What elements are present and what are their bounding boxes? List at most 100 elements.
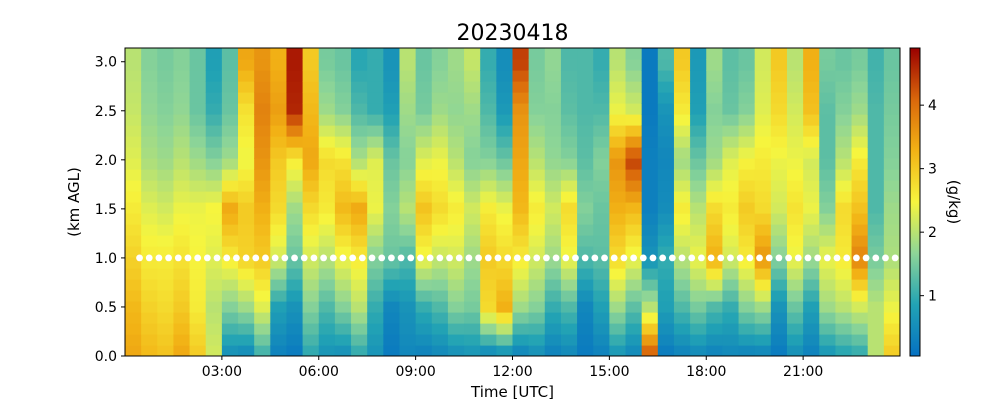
heatmap-cell xyxy=(125,301,142,313)
heatmap-cell xyxy=(254,125,271,137)
heatmap-cell xyxy=(173,59,191,71)
heatmap-cell xyxy=(238,290,255,302)
heatmap-cell xyxy=(270,246,288,258)
heatmap-cell xyxy=(302,345,320,356)
heatmap-cell xyxy=(770,59,788,71)
heatmap-cell xyxy=(334,191,352,203)
heatmap-cell xyxy=(706,213,723,225)
heatmap-cell xyxy=(141,257,158,269)
heatmap-cell xyxy=(770,81,788,93)
heatmap-cell xyxy=(883,224,900,236)
heatmap-cell xyxy=(722,125,740,137)
heatmap-cell xyxy=(367,169,384,181)
heatmap-cell xyxy=(221,114,239,126)
heatmap-cell xyxy=(238,158,255,170)
heatmap-cell xyxy=(722,301,740,313)
heatmap-cell xyxy=(512,213,530,225)
heatmap-cell xyxy=(447,59,465,71)
heatmap-cell xyxy=(867,334,885,346)
heatmap-cell xyxy=(431,323,449,335)
heatmap-cell xyxy=(302,279,320,291)
heatmap-cell xyxy=(221,345,239,356)
heatmap-cell xyxy=(690,301,707,313)
heatmap-cell xyxy=(641,191,659,203)
heatmap-cell xyxy=(786,323,804,335)
heatmap-cell xyxy=(496,180,514,192)
heatmap-cell xyxy=(286,334,304,346)
heatmap-cell xyxy=(351,114,368,126)
heatmap-cell xyxy=(593,235,610,247)
heatmap-cell xyxy=(464,136,481,148)
heatmap-cell xyxy=(706,81,723,93)
heatmap-cell xyxy=(738,136,756,148)
heatmap-cell xyxy=(609,81,627,93)
heatmap-cell xyxy=(351,59,368,71)
level-marker xyxy=(320,254,327,262)
heatmap-cell xyxy=(254,92,271,104)
heatmap-cell xyxy=(706,180,723,192)
heatmap-cell xyxy=(754,279,772,291)
heatmap-cell xyxy=(270,92,288,104)
heatmap-cell xyxy=(351,235,368,247)
heatmap-cell xyxy=(819,191,837,203)
heatmap-cell xyxy=(399,334,417,346)
heatmap-cell xyxy=(480,48,497,60)
heatmap-cell xyxy=(270,257,288,269)
heatmap-cell xyxy=(512,235,530,247)
heatmap-cell xyxy=(835,169,853,181)
heatmap-cell xyxy=(318,279,336,291)
heatmap-cell xyxy=(673,103,691,115)
heatmap-cell xyxy=(447,81,465,93)
heatmap-cell xyxy=(835,103,853,115)
heatmap-cell xyxy=(367,70,384,82)
heatmap-cell xyxy=(657,59,675,71)
heatmap-cell xyxy=(544,92,562,104)
level-marker xyxy=(785,254,792,262)
heatmap-cell xyxy=(690,81,707,93)
colorbar-tick-label: 2 xyxy=(928,225,937,241)
heatmap-cell xyxy=(189,334,207,346)
heatmap-cell xyxy=(544,312,562,324)
heatmap-cell xyxy=(189,235,207,247)
heatmap-cell xyxy=(173,180,191,192)
heatmap-cell xyxy=(431,169,449,181)
heatmap-cell xyxy=(803,114,820,126)
heatmap-cell xyxy=(399,147,417,159)
heatmap-cell xyxy=(673,257,691,269)
heatmap-cell xyxy=(867,70,885,82)
heatmap-cell xyxy=(399,48,417,60)
heatmap-cell xyxy=(512,103,530,115)
heatmap-cell xyxy=(173,345,191,356)
heatmap-cell xyxy=(238,334,255,346)
heatmap-cell xyxy=(367,158,384,170)
y-tick-label: 2.5 xyxy=(95,104,117,120)
heatmap-cell xyxy=(560,345,578,356)
heatmap-cell xyxy=(544,301,562,313)
heatmap-cell xyxy=(464,312,481,324)
heatmap-cell xyxy=(803,312,820,324)
heatmap-cell xyxy=(544,345,562,356)
heatmap-cell xyxy=(431,70,449,82)
heatmap-cell xyxy=(399,92,417,104)
heatmap-cell xyxy=(221,202,239,214)
heatmap-cell xyxy=(221,191,239,203)
heatmap-cell xyxy=(318,202,336,214)
heatmap-cell xyxy=(270,235,288,247)
x-tick-label: 18:00 xyxy=(686,364,726,380)
heatmap-cell xyxy=(657,125,675,137)
heatmap-cell xyxy=(883,345,900,356)
heatmap-cell xyxy=(351,279,368,291)
heatmap-cell xyxy=(641,213,659,225)
heatmap-cell xyxy=(399,81,417,93)
level-marker xyxy=(184,254,192,262)
heatmap-cell xyxy=(657,268,675,280)
heatmap-cell xyxy=(302,114,320,126)
heatmap-cell xyxy=(819,59,837,71)
level-marker xyxy=(223,254,231,262)
heatmap-cell xyxy=(835,114,853,126)
heatmap-cell xyxy=(867,257,885,269)
heatmap-cell xyxy=(221,125,239,137)
heatmap-cell xyxy=(867,125,885,137)
heatmap-cell xyxy=(786,312,804,324)
heatmap-cell xyxy=(367,312,384,324)
